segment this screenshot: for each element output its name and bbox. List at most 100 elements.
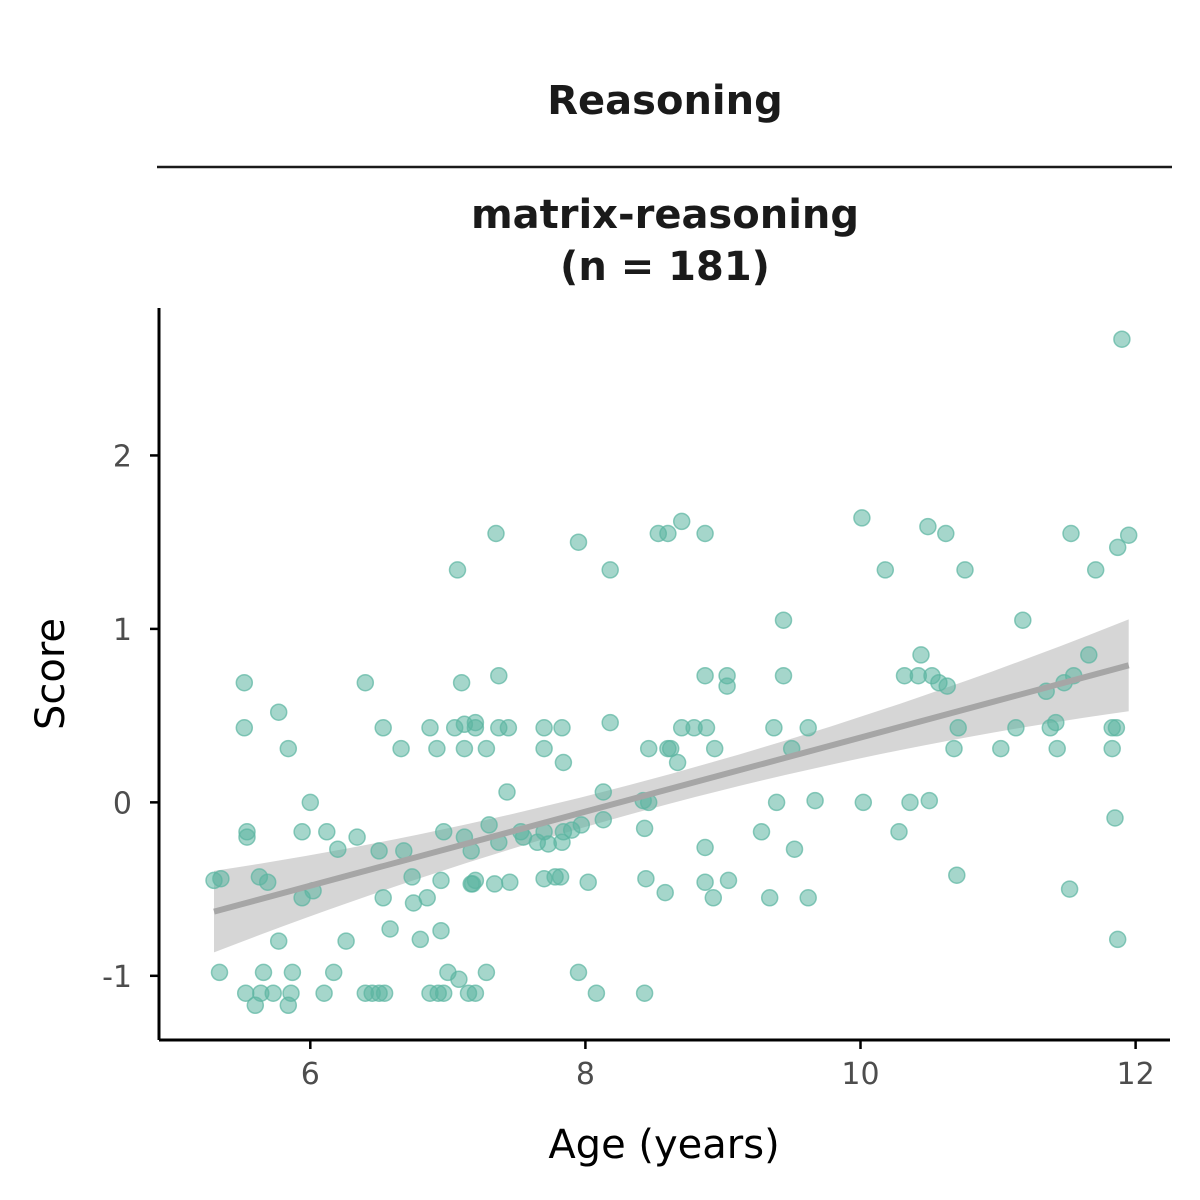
- data-point: [572, 816, 591, 834]
- data-point: [553, 719, 571, 737]
- data-point: [279, 996, 298, 1015]
- data-point: [477, 963, 496, 982]
- data-point: [455, 739, 474, 758]
- data-point: [569, 963, 588, 982]
- facet-group-title: Reasoning: [547, 78, 783, 124]
- data-point: [806, 791, 824, 810]
- data-point: [463, 875, 482, 893]
- data-point: [466, 984, 485, 1002]
- data-point: [1048, 739, 1066, 758]
- x-tick-label: 12: [1117, 1057, 1155, 1092]
- data-point: [705, 739, 724, 758]
- data-point: [767, 793, 786, 812]
- data-point: [890, 823, 908, 841]
- data-point: [672, 512, 691, 531]
- data-point: [919, 517, 937, 536]
- facet-sample-size: (n = 181): [560, 244, 770, 290]
- data-point: [956, 561, 974, 579]
- data-point: [1060, 880, 1079, 898]
- data-point: [235, 673, 254, 692]
- data-point: [432, 921, 450, 940]
- data-point: [487, 524, 505, 543]
- data-point: [279, 739, 298, 758]
- data-point: [920, 791, 939, 810]
- data-point: [718, 677, 736, 695]
- data-point: [374, 889, 392, 907]
- data-point: [992, 739, 1010, 758]
- data-point: [301, 793, 320, 812]
- data-point: [212, 869, 230, 888]
- data-point: [785, 840, 804, 858]
- data-point: [434, 823, 453, 841]
- data-point: [356, 673, 375, 692]
- data-point: [945, 739, 963, 758]
- data-point: [434, 984, 453, 1002]
- data-point: [1107, 719, 1126, 737]
- data-point: [938, 677, 956, 695]
- data-point: [594, 810, 613, 829]
- data-point: [1007, 719, 1025, 737]
- data-point: [1014, 611, 1032, 629]
- data-point: [246, 996, 265, 1015]
- data-point: [324, 963, 343, 982]
- data-point: [466, 719, 485, 737]
- data-point: [501, 873, 519, 891]
- data-point: [659, 524, 677, 543]
- data-point: [569, 533, 588, 551]
- data-point: [799, 889, 817, 907]
- data-point: [948, 866, 966, 884]
- data-point: [937, 524, 955, 543]
- data-point: [485, 875, 504, 893]
- data-point: [210, 963, 229, 982]
- data-point: [418, 889, 436, 907]
- data-point: [535, 719, 553, 737]
- data-point: [370, 842, 388, 860]
- data-point: [635, 984, 654, 1002]
- data-point: [697, 719, 716, 737]
- y-tick-label: -1: [102, 960, 132, 995]
- data-point: [381, 920, 399, 938]
- data-point: [269, 703, 288, 721]
- data-point: [283, 963, 302, 982]
- data-point: [799, 719, 817, 737]
- data-point: [1106, 809, 1124, 827]
- data-point: [760, 889, 779, 907]
- data-point: [876, 561, 895, 579]
- data-point: [432, 871, 450, 890]
- data-point: [774, 611, 793, 629]
- x-axis-title: Age (years): [548, 1122, 779, 1168]
- data-point: [1086, 561, 1105, 579]
- trend-line: [213, 662, 1130, 915]
- data-point: [637, 869, 655, 888]
- y-tick-label: 2: [113, 439, 132, 474]
- data-point: [477, 739, 496, 758]
- data-point: [428, 739, 446, 758]
- data-point: [554, 753, 573, 772]
- data-point: [587, 984, 606, 1002]
- x-tick-label: 10: [841, 1057, 879, 1092]
- data-point: [452, 673, 471, 692]
- data-point: [661, 739, 680, 758]
- data-point: [498, 783, 516, 801]
- data-point: [315, 984, 333, 1002]
- data-point: [704, 889, 723, 907]
- data-point: [601, 713, 619, 732]
- data-point: [912, 646, 930, 664]
- data-point: [696, 666, 714, 685]
- y-tick-label: 1: [113, 613, 132, 648]
- data-point: [1108, 930, 1127, 949]
- data-point: [774, 666, 793, 685]
- data-point: [337, 932, 355, 950]
- data-point: [235, 719, 254, 737]
- data-point: [318, 823, 336, 841]
- data-point: [639, 739, 658, 758]
- data-point: [579, 873, 597, 891]
- data-point: [901, 793, 919, 812]
- x-tick-label: 8: [576, 1057, 595, 1092]
- data-point: [635, 819, 654, 838]
- data-point: [490, 666, 508, 685]
- data-point: [853, 509, 871, 527]
- data-point: [450, 970, 468, 989]
- data-point: [696, 524, 714, 543]
- data-point: [949, 719, 967, 737]
